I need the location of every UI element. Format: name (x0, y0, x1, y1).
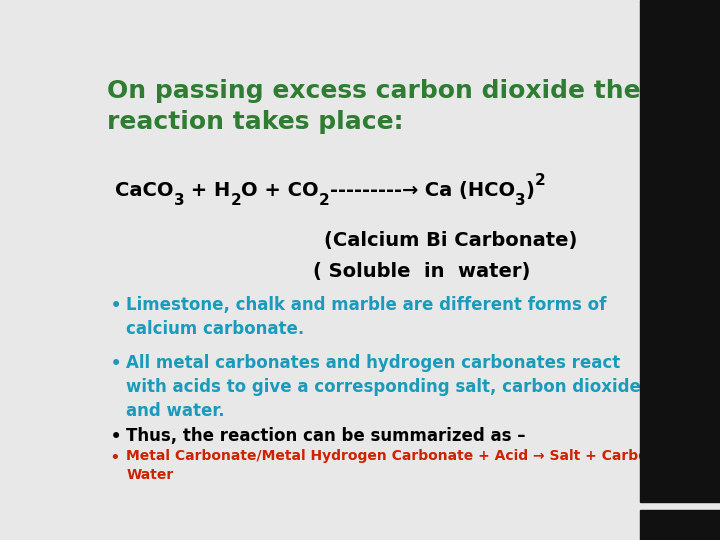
Text: Thus, the reaction can be summarized as –: Thus, the reaction can be summarized as … (126, 427, 526, 444)
Text: + H: + H (184, 181, 230, 200)
Text: •: • (109, 427, 122, 447)
Text: On passing excess carbon dioxide the following
reaction takes place:: On passing excess carbon dioxide the fol… (107, 79, 720, 134)
Text: ): ) (526, 181, 535, 200)
Text: All metal carbonates and hydrogen carbonates react
with acids to give a correspo: All metal carbonates and hydrogen carbon… (126, 354, 641, 420)
Text: 3: 3 (174, 193, 184, 208)
Text: 3: 3 (515, 193, 526, 208)
Text: Limestone, chalk and marble are different forms of
calcium carbonate.: Limestone, chalk and marble are differen… (126, 295, 607, 338)
Text: ---------→: ---------→ (330, 181, 418, 200)
Text: 2: 2 (535, 173, 545, 188)
Text: CaCO: CaCO (115, 181, 174, 200)
Text: •: • (109, 295, 122, 315)
Text: (Calcium Bi Carbonate): (Calcium Bi Carbonate) (324, 231, 577, 250)
Text: Ca (HCO: Ca (HCO (418, 181, 515, 200)
Text: •: • (109, 449, 120, 468)
Text: 2: 2 (230, 193, 241, 208)
Text: 2: 2 (319, 193, 330, 208)
Text: O + CO: O + CO (241, 181, 319, 200)
Text: Metal Carbonate/Metal Hydrogen Carbonate + Acid → Salt + Carbon dioxide +
Water: Metal Carbonate/Metal Hydrogen Carbonate… (126, 449, 720, 482)
Text: ( Soluble  in  water): ( Soluble in water) (313, 262, 531, 281)
Text: •: • (109, 354, 122, 374)
